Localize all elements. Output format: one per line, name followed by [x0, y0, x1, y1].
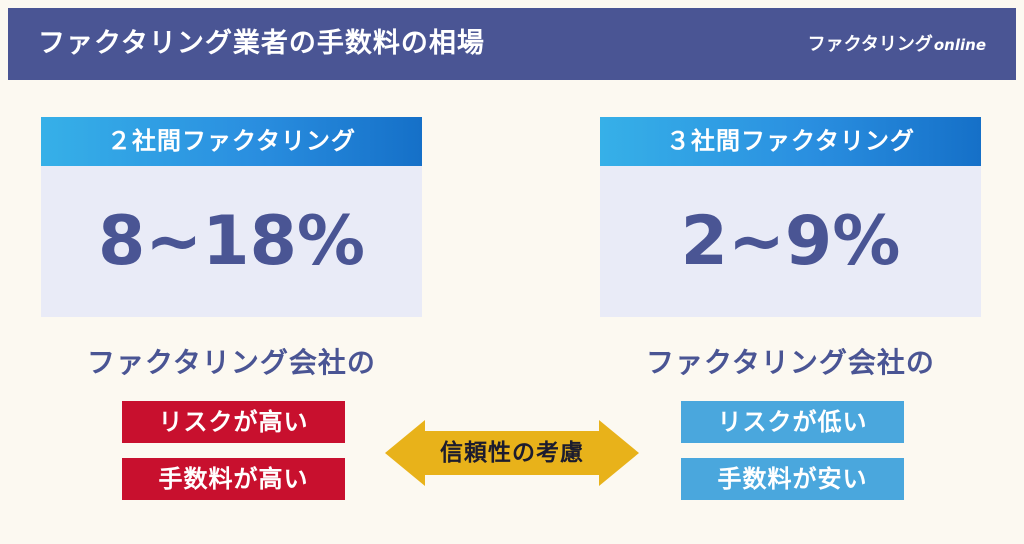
- two-party-subtitle: ファクタリング会社の: [87, 346, 376, 379]
- low-fee-tag: 手数料が安い: [681, 458, 904, 500]
- two-party-heading: ２社間ファクタリング: [41, 117, 422, 166]
- page-title: ファクタリング業者の手数料の相場: [38, 28, 485, 59]
- high-risk-tag: リスクが高い: [122, 401, 345, 443]
- three-party-fee-range: 2~9%: [680, 202, 901, 281]
- three-party-panel: ３社間ファクタリング 2~9%: [600, 117, 981, 317]
- reliability-consideration-label: 信頼性の考慮: [440, 440, 584, 466]
- double-arrow-icon: [385, 420, 639, 486]
- brand-main-text: ファクタリング: [807, 34, 933, 55]
- header-bar: ファクタリング業者の手数料の相場 ファクタリングonline: [8, 8, 1016, 80]
- brand-logo: ファクタリングonline: [808, 8, 986, 80]
- high-fee-tag: 手数料が高い: [122, 458, 345, 500]
- two-party-panel: ２社間ファクタリング 8~18%: [41, 117, 422, 317]
- two-party-fee-range: 8~18%: [97, 202, 366, 281]
- low-risk-tag: リスクが低い: [681, 401, 904, 443]
- three-party-subtitle: ファクタリング会社の: [646, 346, 935, 379]
- three-party-heading: ３社間ファクタリング: [600, 117, 981, 166]
- brand-sub-text: online: [933, 36, 986, 54]
